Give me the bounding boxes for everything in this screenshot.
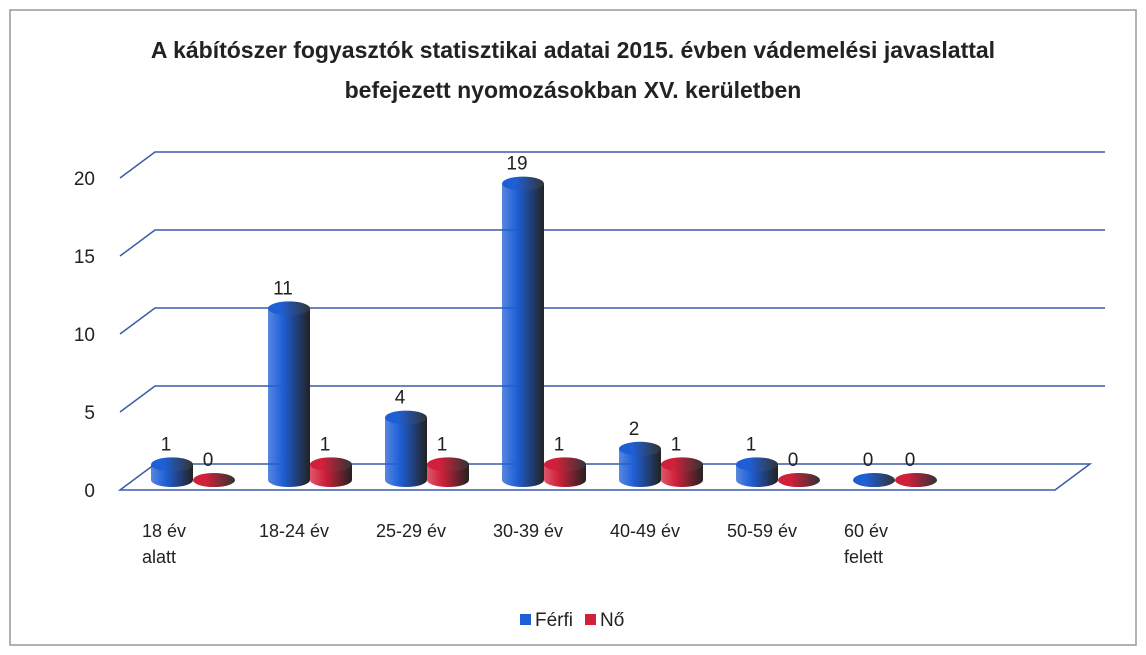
legend-label: Nő xyxy=(600,610,624,631)
value-label: 1 xyxy=(746,434,757,455)
bar xyxy=(151,457,193,487)
value-label: 0 xyxy=(863,450,874,471)
x-tick-label: 40-49 év xyxy=(610,521,681,541)
bar xyxy=(853,473,895,487)
value-label: 4 xyxy=(395,388,406,409)
grid-line xyxy=(119,307,1105,335)
value-label: 1 xyxy=(554,434,565,455)
floor xyxy=(117,463,1093,491)
bar xyxy=(502,176,544,487)
bar xyxy=(310,457,352,487)
bar xyxy=(619,441,661,487)
value-label: 1 xyxy=(161,434,172,455)
value-label: 0 xyxy=(905,450,916,471)
y-tick-label: 20 xyxy=(74,169,95,190)
bar xyxy=(427,457,469,487)
value-label: 19 xyxy=(506,154,527,175)
bar xyxy=(736,457,778,487)
bar xyxy=(268,301,310,487)
legend-swatch xyxy=(585,614,596,625)
bar xyxy=(895,473,937,487)
y-tick-label: 5 xyxy=(84,403,95,424)
x-tick-label: 50-59 év xyxy=(727,521,798,541)
chart-title: A kábítószer fogyasztók statisztikai ada… xyxy=(150,37,996,103)
legend-swatch xyxy=(520,614,531,625)
x-tick-label: 25-29 év xyxy=(376,521,447,541)
value-label: 1 xyxy=(320,434,331,455)
grid-line xyxy=(119,385,1105,413)
x-tick-label: 60 év felett xyxy=(844,521,889,567)
y-tick-label: 15 xyxy=(74,247,95,268)
bar xyxy=(544,457,586,487)
value-label: 1 xyxy=(437,434,448,455)
bar xyxy=(661,457,703,487)
x-tick-label: 30-39 év xyxy=(493,521,564,541)
grid-line xyxy=(119,229,1105,257)
value-label: 1 xyxy=(671,434,682,455)
legend-label: Férfi xyxy=(535,610,573,631)
grid-line xyxy=(119,151,1105,179)
border xyxy=(9,9,1137,646)
value-label: 2 xyxy=(629,419,640,440)
value-label: 11 xyxy=(273,278,293,299)
x-tick-label: 18-24 év xyxy=(259,521,330,541)
bar xyxy=(193,473,235,487)
value-label: 0 xyxy=(788,450,799,471)
bar xyxy=(385,410,427,487)
y-tick-label: 10 xyxy=(74,325,95,346)
value-label: 0 xyxy=(203,450,214,471)
y-tick-label: 0 xyxy=(84,481,95,502)
x-tick-label: 18 év alatt xyxy=(142,521,187,567)
bar xyxy=(778,473,820,487)
